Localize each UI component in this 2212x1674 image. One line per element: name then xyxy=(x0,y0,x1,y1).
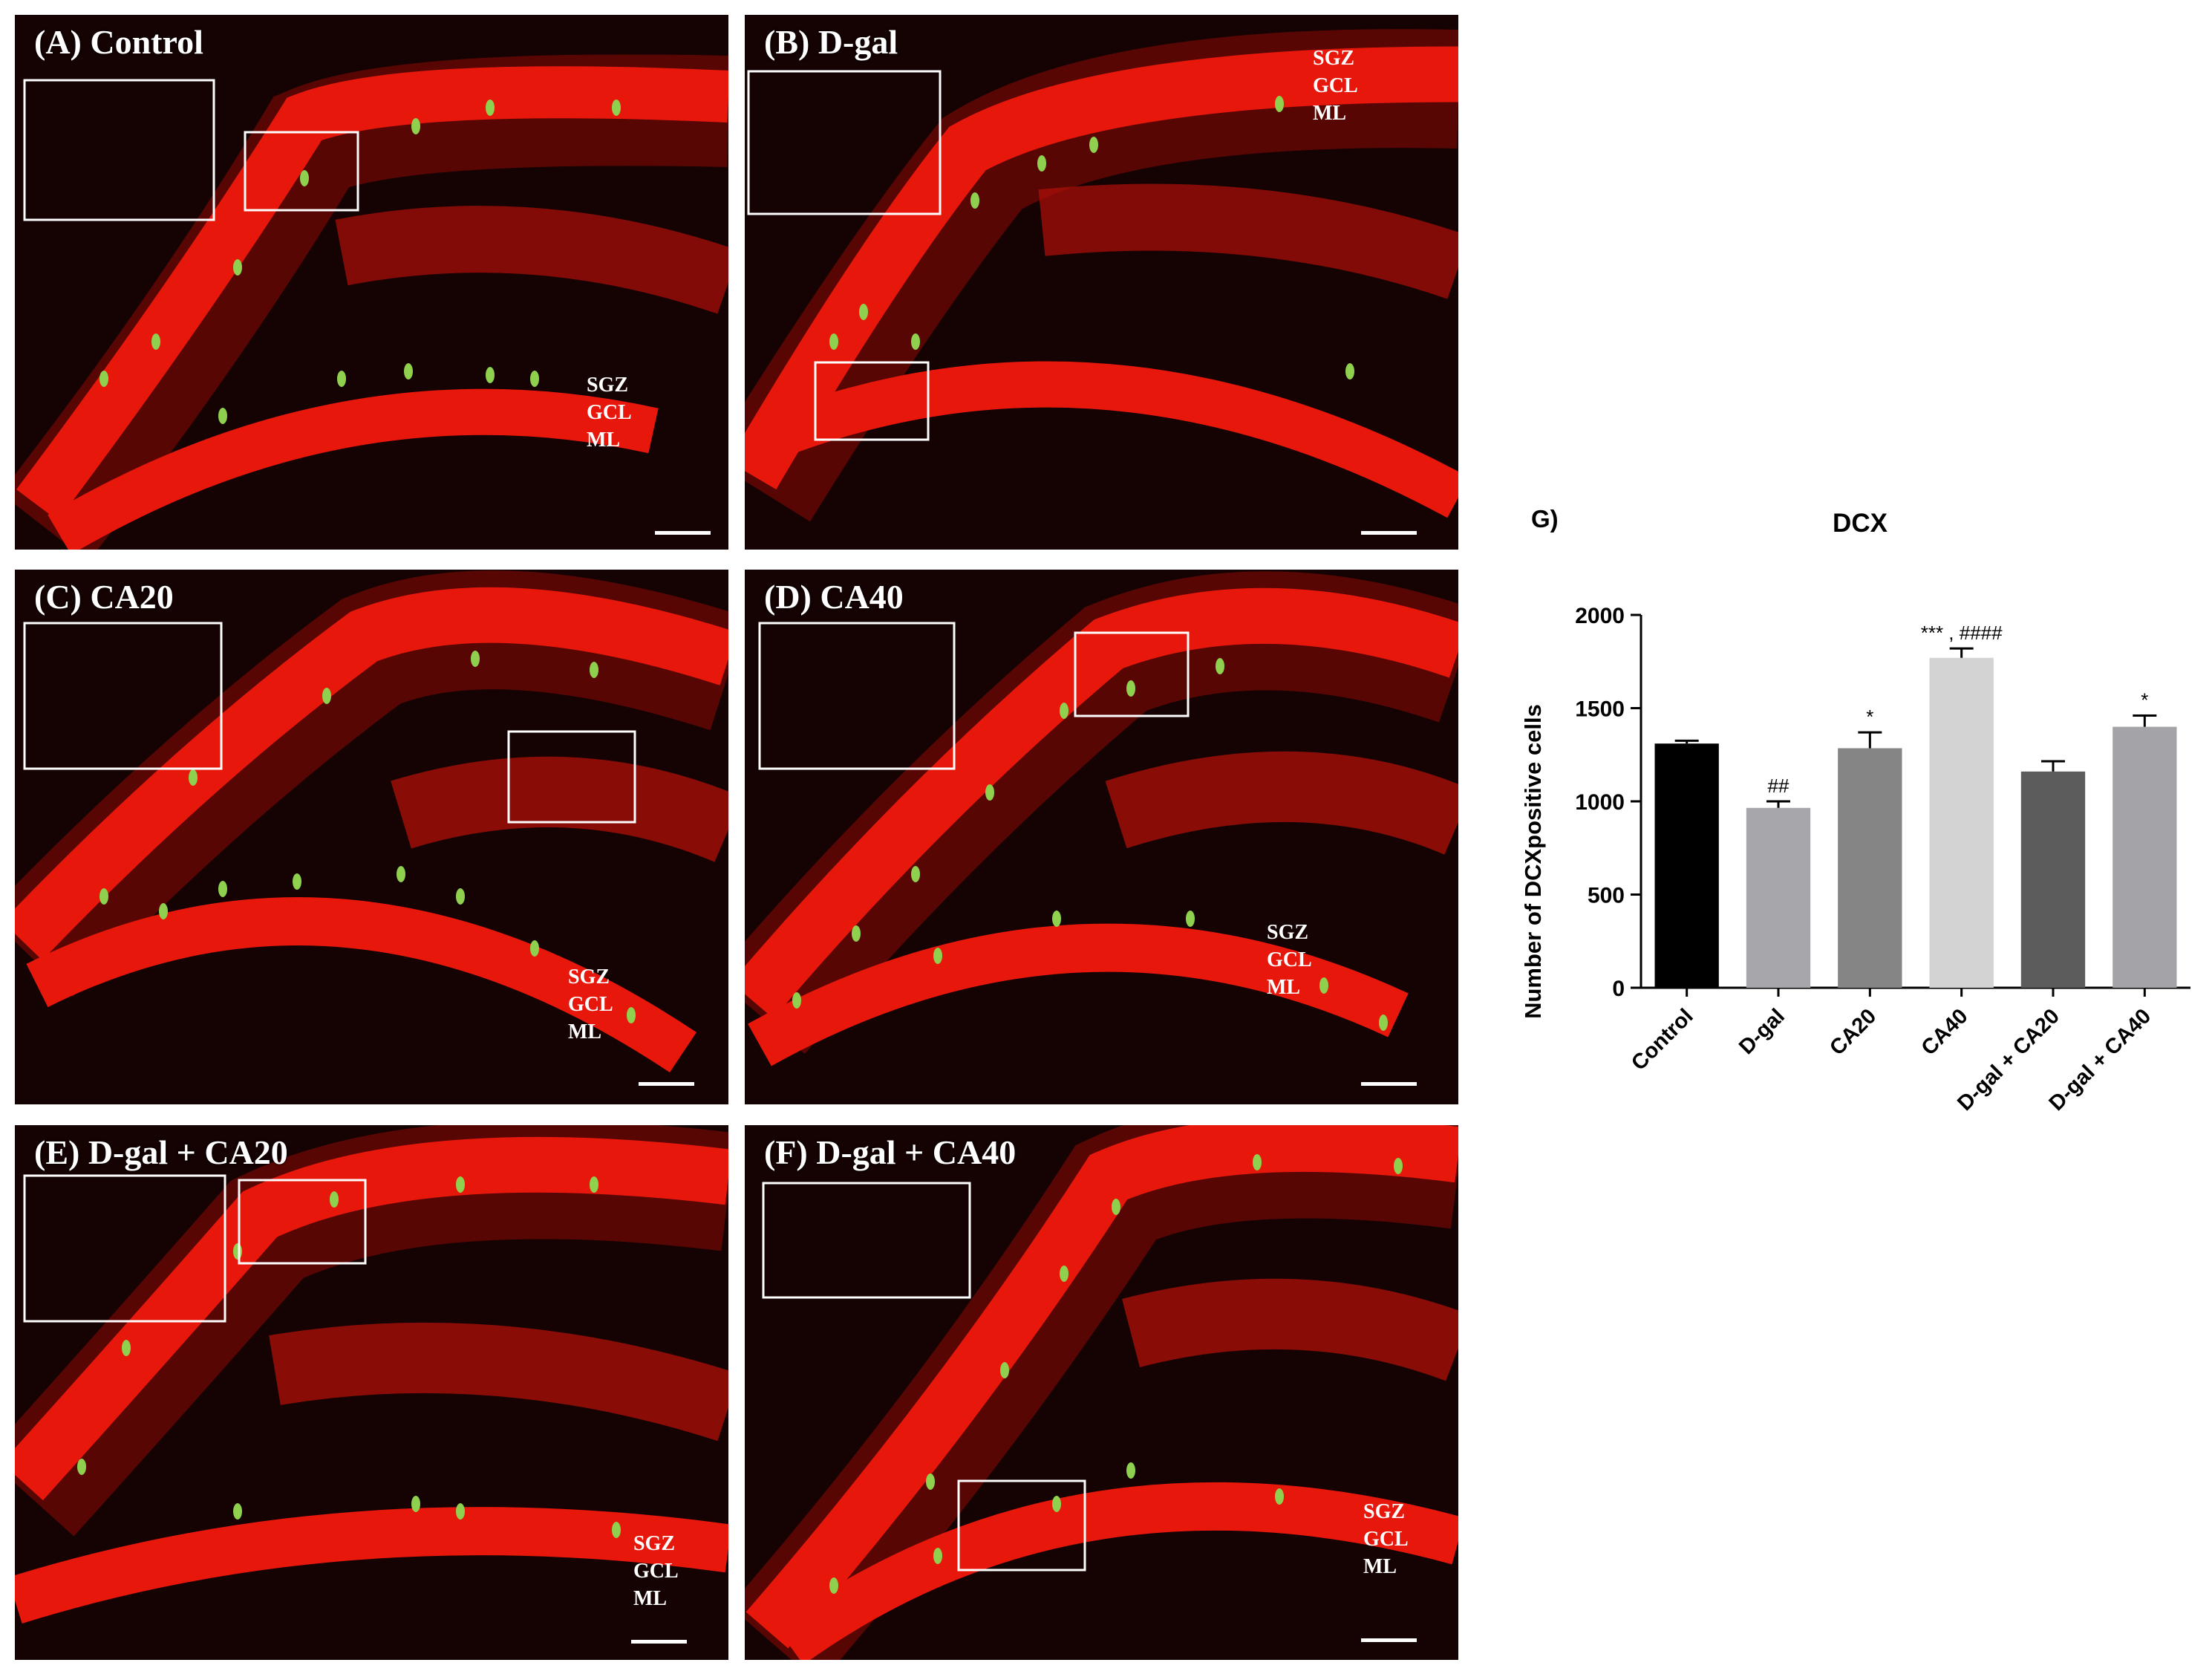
layer-gcl: GCL xyxy=(633,1560,679,1583)
x-tick-label: Control xyxy=(1627,1004,1698,1075)
layer-ml: ML xyxy=(568,1020,602,1043)
micrograph-panel-c: (C) CA20 SGZ GCL ML xyxy=(15,570,728,1104)
micrograph-panel-d: (D) CA40 SGZ GCL ML xyxy=(745,570,1458,1104)
x-tick-label: CA20 xyxy=(1825,1004,1881,1060)
significance-label: * xyxy=(2141,689,2148,711)
layer-ml: ML xyxy=(587,429,621,452)
layer-gcl: GCL xyxy=(1363,1528,1409,1551)
panel-label-f: (F) D-gal + CA40 xyxy=(764,1133,1017,1171)
layer-labels-e: SGZ GCL ML xyxy=(633,1530,679,1612)
bar xyxy=(1746,807,1811,988)
scale-bar-b xyxy=(1361,531,1417,535)
micrograph-panel-f: (F) D-gal + CA40 SGZ GCL ML xyxy=(745,1125,1458,1660)
micrograph-image-b xyxy=(745,29,1458,522)
layer-sgz: SGZ xyxy=(1313,47,1355,70)
y-tick-label: 0 xyxy=(1612,977,1625,1001)
scale-bar-e xyxy=(631,1640,687,1644)
micrograph-panel-a: (A) Control SGZ GCL ML xyxy=(15,15,728,550)
layer-ml: ML xyxy=(1267,976,1301,999)
micrograph-image-f xyxy=(745,1125,1458,1660)
chart-title: DCX xyxy=(1833,509,1888,538)
scale-bar-a xyxy=(655,531,711,535)
x-tick-label: CA40 xyxy=(1917,1004,1973,1060)
layer-gcl: GCL xyxy=(1313,74,1358,97)
panel-label-d: (D) CA40 xyxy=(764,578,904,616)
y-tick-label: 1000 xyxy=(1575,790,1625,815)
chart-panel-label: G) xyxy=(1531,505,1559,533)
bar xyxy=(1654,743,1719,988)
layer-gcl: GCL xyxy=(1267,948,1312,971)
micrograph-panel-b: (B) D-gal SGZ GCL ML xyxy=(745,15,1458,550)
panel-label-a: (A) Control xyxy=(34,23,203,61)
layer-labels-a: SGZ GCL ML xyxy=(587,371,632,454)
layer-labels-d: SGZ GCL ML xyxy=(1267,919,1312,1001)
micrograph-image-d xyxy=(745,571,1458,1066)
scale-bar-d xyxy=(1361,1082,1417,1086)
significance-label: * xyxy=(1866,706,1873,728)
micrograph-panel-e: (E) D-gal + CA20 SGZ GCL ML xyxy=(15,1125,728,1660)
layer-sgz: SGZ xyxy=(587,374,629,397)
layer-ml: ML xyxy=(1363,1555,1397,1578)
micrograph-image-a xyxy=(15,54,728,550)
y-tick-label: 2000 xyxy=(1575,604,1625,628)
dcx-bar-chart: G) DCX Number of DCXpositive cells 0 500 1… xyxy=(1520,505,2190,1116)
layer-gcl: GCL xyxy=(568,993,613,1016)
layer-labels-c: SGZ GCL ML xyxy=(568,963,613,1046)
panel-label-e: (E) D-gal + CA20 xyxy=(34,1133,288,1171)
layer-sgz: SGZ xyxy=(1363,1500,1406,1523)
layer-labels-f: SGZ GCL ML xyxy=(1363,1498,1409,1580)
layer-sgz: SGZ xyxy=(1267,921,1309,944)
layer-sgz: SGZ xyxy=(633,1532,676,1555)
significance-label: ## xyxy=(1768,775,1789,797)
chart-bars: ## * *** , #### * xyxy=(1654,622,2177,988)
panel-label-b: (B) D-gal xyxy=(764,23,898,61)
scale-bar-c xyxy=(639,1082,694,1086)
significance-label: *** , #### xyxy=(1921,622,2003,644)
chart-y-axis-label: Number of DCXpositive cells xyxy=(1520,704,1546,1019)
layer-sgz: SGZ xyxy=(568,965,610,989)
layer-gcl: GCL xyxy=(587,401,632,424)
bar xyxy=(1838,748,1902,988)
scale-bar-f xyxy=(1361,1638,1417,1642)
layer-ml: ML xyxy=(633,1587,668,1610)
micrograph-image-e xyxy=(15,1125,728,1624)
bar xyxy=(1929,657,1994,988)
layer-ml: ML xyxy=(1313,102,1347,125)
bar xyxy=(2020,771,2086,988)
y-tick-label: 1500 xyxy=(1575,697,1625,722)
layer-labels-b: SGZ GCL ML xyxy=(1313,45,1358,127)
panel-label-c: (C) CA20 xyxy=(34,578,174,616)
bar xyxy=(2113,726,2177,988)
x-tick-label: D-gal xyxy=(1735,1004,1789,1059)
micrograph-image-c xyxy=(15,570,728,1073)
y-tick-label: 500 xyxy=(1588,884,1625,908)
